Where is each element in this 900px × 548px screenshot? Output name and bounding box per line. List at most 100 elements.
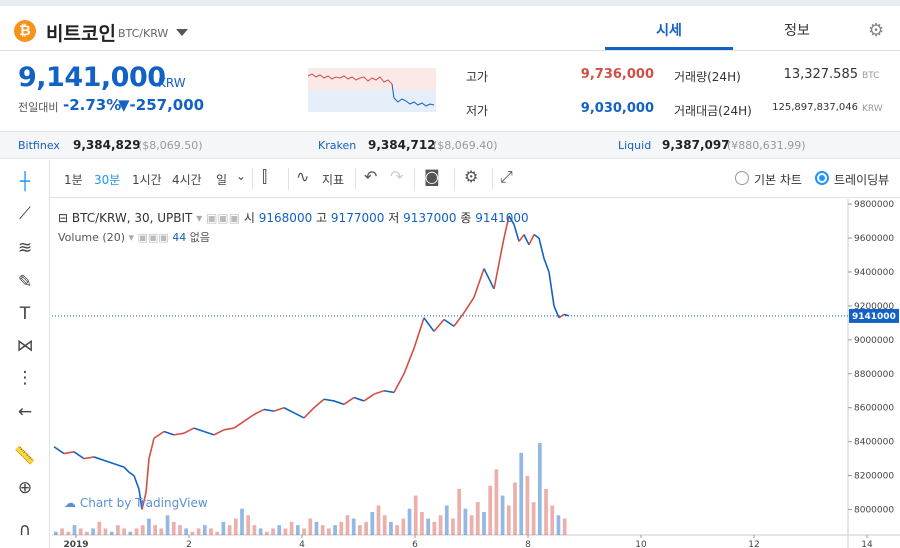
price-segment	[453, 312, 465, 327]
volume-bar	[444, 505, 449, 535]
pattern-tool-icon[interactable]: ⋈	[16, 336, 34, 356]
exchange-name[interactable]: Bitfinex	[18, 139, 60, 152]
price-chart[interactable]: 9800000960000094000009200000900000088000…	[52, 199, 900, 548]
legend-options-icon[interactable]: ▣▣▣	[206, 211, 244, 225]
magnet-icon[interactable]: ∩	[18, 520, 32, 540]
last-price-tag	[849, 308, 899, 323]
volume-bar	[103, 528, 108, 535]
interval-1m[interactable]: 1분	[64, 173, 83, 187]
indicator-button[interactable]: 지표	[322, 173, 345, 187]
exchange-name[interactable]: Liquid	[618, 139, 652, 152]
y-tick-label: 8000000	[854, 506, 894, 516]
collapse-icon[interactable]: ⊟	[58, 211, 72, 225]
header-divider	[0, 50, 900, 51]
price-segment	[293, 412, 305, 419]
legend-open: 9168000	[258, 211, 313, 225]
price-segment	[138, 489, 143, 510]
volume-bar	[506, 505, 511, 535]
zoom-in-icon[interactable]: ⊕	[17, 478, 33, 498]
interval-4h[interactable]: 4시간	[172, 173, 202, 187]
tradingview-radio[interactable]	[815, 171, 829, 185]
back-arrow-icon[interactable]: ←	[17, 402, 33, 422]
volume-bar	[60, 528, 64, 535]
volume-bar	[252, 525, 257, 535]
high-value: 9,736,000	[580, 67, 654, 82]
volume-bar	[407, 508, 412, 535]
tradingview-label[interactable]: 트레이딩뷰	[834, 173, 890, 187]
price-segment	[253, 408, 265, 416]
volume-bar	[128, 531, 133, 535]
y-tick-label: 8600000	[854, 404, 894, 414]
high-label: 고가	[466, 70, 489, 84]
price-segment	[53, 446, 65, 455]
camera-icon[interactable]: ◙	[424, 167, 440, 186]
brush-icon[interactable]: ✎	[17, 272, 33, 292]
exchange-price: 9,387,097	[662, 138, 730, 152]
ruler-icon[interactable]: 📏	[14, 446, 36, 466]
volume-bar	[147, 518, 151, 535]
volume-bar	[382, 515, 387, 535]
volume-bar	[531, 502, 536, 535]
chevron-down-icon[interactable]: ⌄	[236, 169, 247, 183]
trend-line-icon[interactable]: ⟋	[19, 204, 31, 224]
volume-bar	[302, 528, 306, 535]
basic-chart-radio[interactable]	[735, 171, 749, 185]
volume-bar	[289, 521, 294, 535]
candlestick-icon[interactable]: ⫿	[262, 167, 268, 186]
volume-24h-value: 13,327.585	[783, 67, 858, 82]
y-tick-label: 9200000	[854, 302, 894, 312]
crosshair-icon[interactable]: ┼	[19, 172, 31, 192]
chevron-down-icon[interactable]	[176, 29, 188, 36]
low-value: 9,030,000	[580, 101, 654, 116]
tab-info[interactable]: 정보	[784, 23, 810, 39]
indicator-icon[interactable]: ∿	[296, 167, 310, 186]
toolbar-divider	[414, 168, 415, 190]
price-segment	[533, 233, 540, 239]
tab-market[interactable]: 시세	[605, 12, 733, 50]
volume-options-icon[interactable]: ▣▣▣	[137, 231, 173, 244]
volume-bar	[109, 531, 114, 535]
volume-bar	[308, 518, 313, 535]
price-segment	[103, 459, 115, 465]
coin-pair[interactable]: BTC/KRW	[118, 27, 169, 40]
y-tick-label: 9600000	[854, 234, 894, 244]
change-label: 전일대비	[18, 101, 59, 114]
tradingview-watermark[interactable]: ☁ Chart by TradingView	[64, 496, 208, 510]
price-segment	[243, 413, 255, 422]
toolbar-divider	[252, 168, 253, 190]
undo-icon[interactable]: ↶	[364, 167, 378, 186]
price-segment	[493, 263, 500, 290]
interval-day[interactable]: 일	[216, 173, 228, 187]
price-segment	[73, 451, 85, 460]
volume-caret[interactable]: ▾	[128, 231, 138, 244]
basic-chart-label[interactable]: 기본 차트	[754, 173, 802, 187]
legend-caret[interactable]: ▾	[196, 211, 207, 225]
redo-icon[interactable]: ↷	[390, 167, 404, 186]
gear-icon[interactable]: ⚙	[868, 20, 885, 41]
volume-24h-label: 거래량(24H)	[674, 70, 741, 84]
volume-bar	[339, 521, 344, 535]
x-tick-label: 12	[748, 540, 759, 548]
price-segment	[433, 318, 445, 332]
exchange-name[interactable]: Kraken	[318, 139, 357, 152]
volume-bar	[438, 515, 443, 535]
text-tool-icon[interactable]: T	[19, 304, 31, 324]
fullscreen-icon[interactable]: ⤢	[500, 167, 513, 186]
interval-1h[interactable]: 1시간	[132, 173, 162, 187]
volume-bar	[525, 475, 530, 535]
price-segment	[193, 427, 205, 433]
prediction-tool-icon[interactable]: ⋮	[16, 368, 34, 388]
volume-bar	[165, 515, 170, 535]
exchange-usd: ($8,069.50)	[138, 139, 203, 152]
mini-price-chart	[308, 68, 436, 112]
price-segment	[513, 224, 520, 242]
price-segment	[183, 427, 195, 434]
price-segment	[153, 430, 165, 439]
price-segment	[141, 492, 147, 510]
volume-bar	[116, 525, 120, 535]
interval-30m[interactable]: 30분	[94, 173, 121, 187]
coin-name[interactable]: 비트코인	[46, 23, 116, 45]
fib-tool-icon[interactable]: ≋	[17, 238, 33, 258]
volume-bar	[500, 495, 505, 535]
settings-icon[interactable]: ⚙	[464, 167, 479, 186]
